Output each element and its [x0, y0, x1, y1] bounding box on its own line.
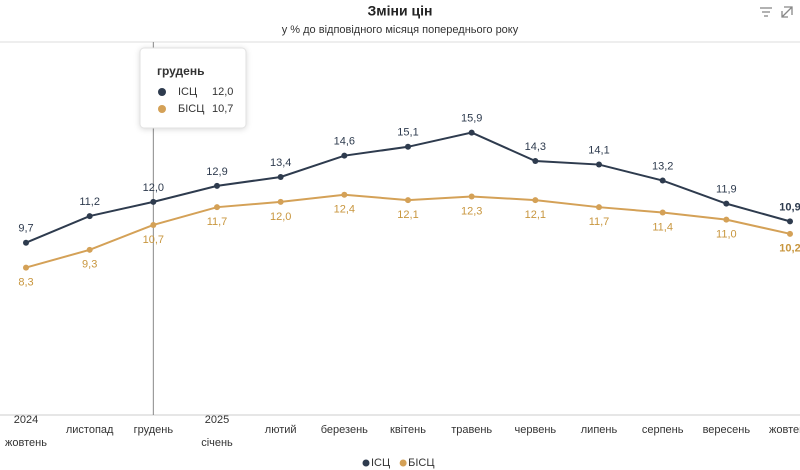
data-point — [23, 239, 29, 246]
legend-marker — [399, 459, 407, 467]
data-point — [150, 221, 157, 228]
data-label: 11,9 — [716, 184, 737, 196]
data-label: 12,0 — [270, 211, 291, 223]
data-point — [150, 198, 157, 205]
tooltip-value: 10,7 — [212, 103, 233, 115]
x-year-label: 2025 — [205, 414, 229, 426]
x-year-label: 2024 — [14, 414, 38, 426]
tooltip-title: грудень — [157, 64, 204, 78]
x-tick-label: листопад — [66, 424, 114, 436]
data-point — [405, 197, 411, 204]
menu-icon[interactable] — [760, 7, 772, 17]
legend-item[interactable]: ІСЦ — [362, 457, 391, 469]
tooltip-marker — [158, 88, 166, 96]
data-label: 11,2 — [79, 196, 100, 208]
data-point — [214, 182, 220, 189]
legend-label: БІСЦ — [408, 457, 434, 469]
data-label: 10,9 — [779, 201, 800, 213]
data-label: 9,7 — [18, 223, 33, 235]
tooltip-series-name: ІСЦ — [178, 86, 197, 98]
data-label: 12,4 — [334, 204, 355, 216]
data-point — [723, 216, 730, 223]
data-label: 11,7 — [207, 216, 228, 228]
data-label: 12,9 — [206, 166, 227, 178]
data-point — [468, 193, 475, 200]
chart-title: Зміни цін — [368, 3, 433, 19]
tooltip-box — [139, 47, 247, 129]
x-tick-label: червень — [515, 424, 557, 436]
data-point — [596, 204, 602, 211]
x-tick-label: березень — [321, 424, 368, 436]
data-label: 13,2 — [652, 160, 673, 172]
data-label: 11,0 — [716, 229, 737, 241]
legend-label: ІСЦ — [371, 457, 390, 469]
data-point — [277, 173, 284, 180]
data-label: 12,0 — [143, 182, 164, 194]
x-tick-label: грудень — [134, 424, 174, 436]
data-label: 12,3 — [461, 205, 482, 217]
data-point — [468, 129, 475, 136]
data-label: 8,3 — [18, 276, 33, 288]
legend: ІСЦ БІСЦ — [362, 457, 435, 469]
tooltip-value: 12,0 — [212, 86, 233, 98]
data-label: 12,1 — [397, 209, 418, 221]
x-tick-label: жовтень — [5, 437, 47, 449]
data-label: 10,7 — [143, 234, 164, 246]
tooltip-marker — [158, 105, 166, 113]
data-point — [86, 213, 93, 220]
x-tick-label: квітень — [390, 424, 426, 436]
data-point — [787, 218, 793, 225]
x-tick-label: січень — [201, 437, 233, 449]
x-tick-label: лютий — [265, 424, 297, 436]
legend-item[interactable]: БІСЦ — [399, 457, 435, 469]
data-point — [341, 191, 348, 198]
data-point — [596, 161, 602, 168]
data-point — [277, 198, 284, 205]
tooltip-series-name: БІСЦ — [178, 103, 204, 115]
data-label: 10,2 — [779, 243, 800, 255]
x-tick-label: жовтень — [769, 424, 800, 436]
data-label: 12,1 — [525, 209, 546, 221]
data-point — [659, 209, 666, 216]
data-label: 14,1 — [588, 144, 609, 156]
data-label: 14,3 — [525, 141, 546, 153]
data-label: 14,6 — [334, 136, 355, 148]
expand-icon[interactable] — [781, 6, 793, 18]
data-label: 15,1 — [397, 127, 418, 139]
x-tick-label: травень — [451, 424, 492, 436]
legend-marker — [362, 459, 370, 467]
x-tick-label: липень — [581, 424, 618, 436]
data-point — [405, 143, 411, 150]
data-label: 13,4 — [270, 157, 291, 169]
data-point — [723, 200, 730, 207]
data-point — [86, 246, 93, 253]
data-point — [659, 177, 666, 184]
x-tick-label: серпень — [642, 424, 684, 436]
data-label: 11,4 — [652, 221, 673, 233]
data-point — [23, 264, 29, 271]
data-point — [532, 158, 539, 165]
chart-subtitle: у % до відповідного місяця попереднього … — [282, 24, 519, 36]
data-point — [341, 152, 348, 159]
tooltip: грудень ІСЦ 12,0 БІСЦ 10,7 — [139, 47, 247, 129]
data-point — [214, 204, 220, 211]
data-label: 11,7 — [589, 216, 610, 228]
data-label: 15,9 — [461, 112, 482, 124]
x-tick-label: вересень — [703, 424, 751, 436]
data-label: 9,3 — [82, 259, 97, 271]
data-point — [787, 230, 793, 237]
data-point — [532, 197, 539, 204]
